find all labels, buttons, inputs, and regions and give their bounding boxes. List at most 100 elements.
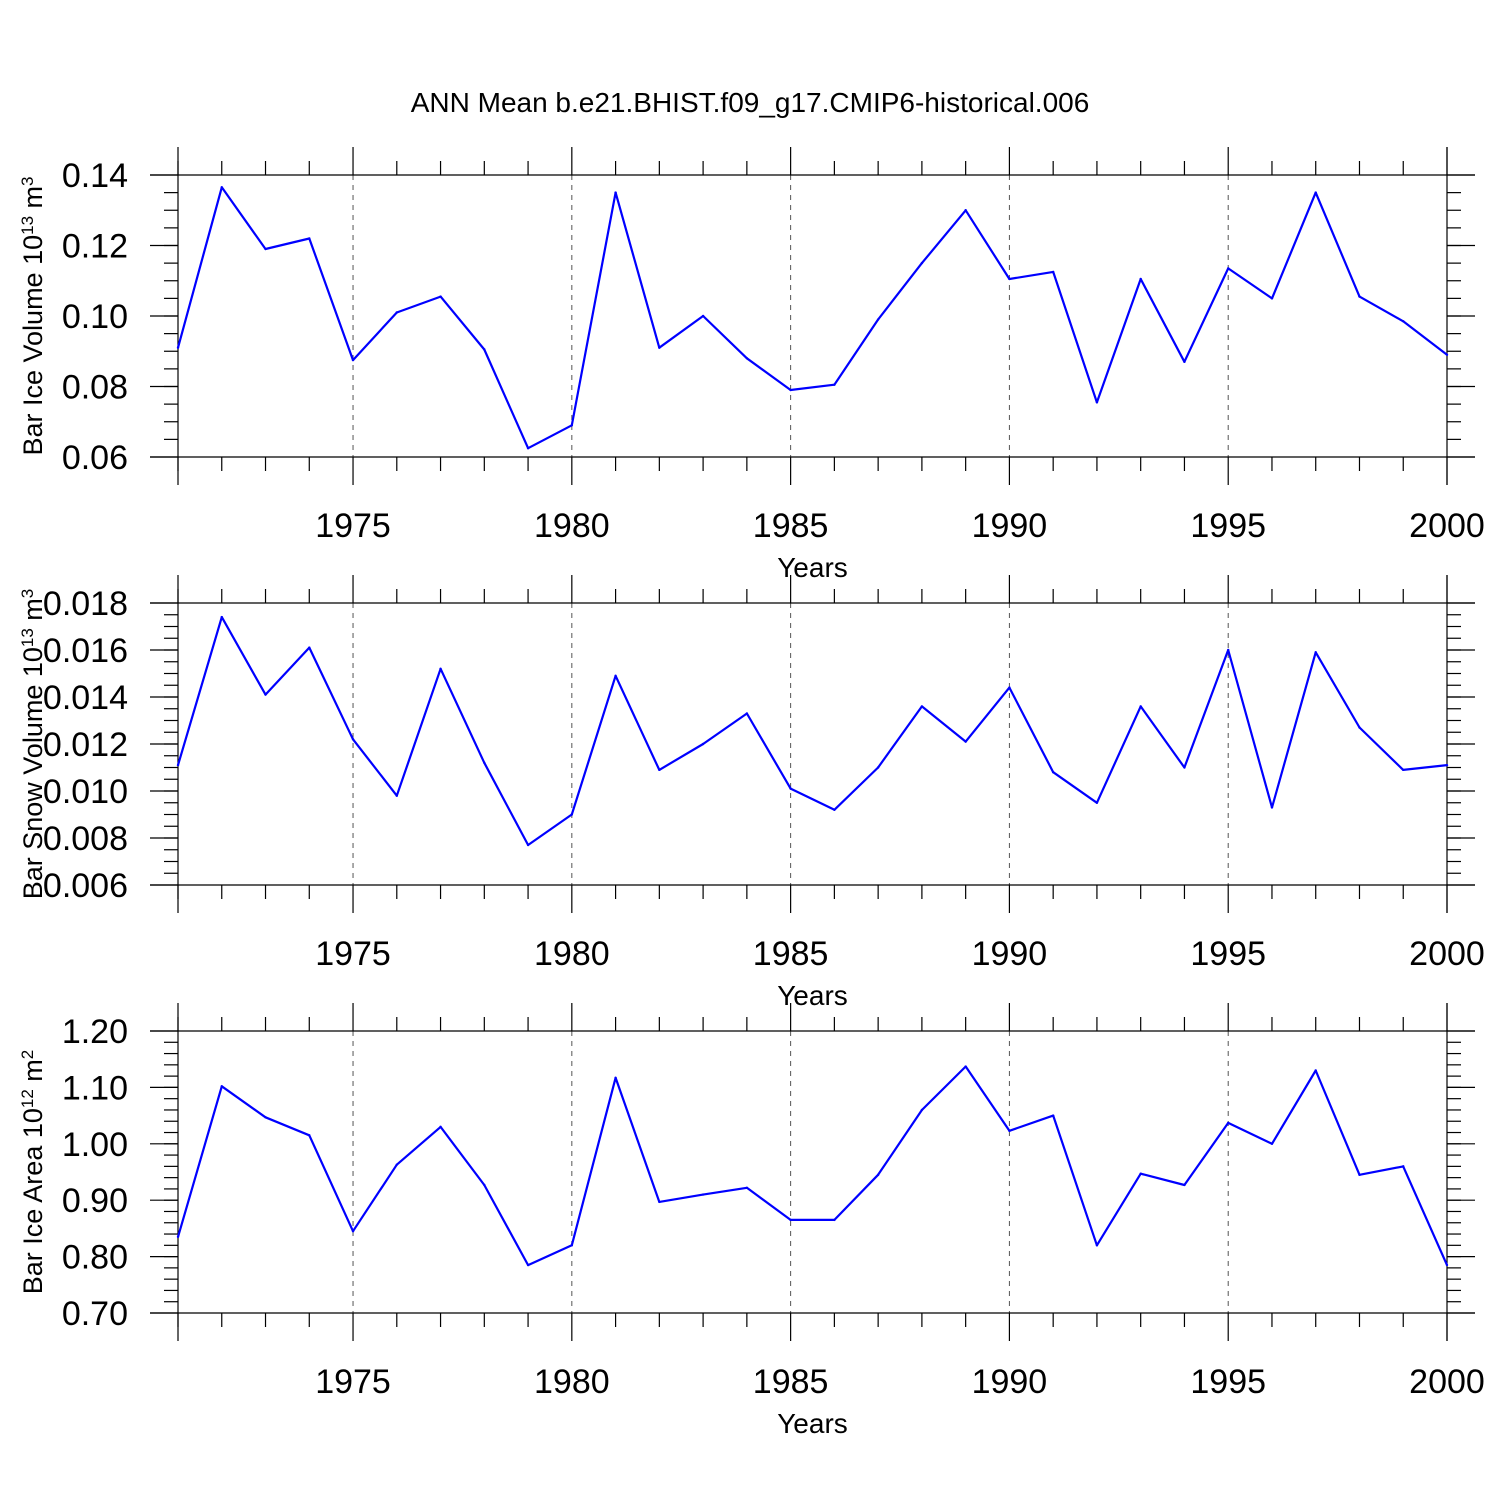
y-axis-label-part: m bbox=[18, 186, 48, 216]
data-point bbox=[570, 1244, 574, 1247]
data-point bbox=[395, 794, 398, 797]
x-axis-label: Years bbox=[777, 1408, 848, 1439]
data-point bbox=[570, 813, 574, 816]
data-point bbox=[176, 763, 180, 767]
data-point bbox=[176, 346, 180, 349]
x-axis-label: Years bbox=[777, 980, 848, 1011]
data-point bbox=[833, 808, 836, 811]
data-point bbox=[1445, 763, 1449, 767]
data-point bbox=[439, 1125, 442, 1129]
x-tick-label: 1990 bbox=[972, 1363, 1048, 1401]
x-tick-label: 1995 bbox=[1190, 935, 1266, 973]
data-point bbox=[745, 357, 749, 360]
y-tick-label: 0.06 bbox=[62, 439, 128, 477]
data-point bbox=[308, 1134, 311, 1137]
y-tick-label: 0.010 bbox=[43, 773, 128, 811]
data-point bbox=[964, 209, 967, 212]
data-point bbox=[526, 446, 530, 450]
series-line bbox=[176, 186, 1448, 450]
data-point bbox=[1095, 801, 1099, 804]
y-tick-label: 0.016 bbox=[43, 632, 128, 670]
data-point bbox=[351, 738, 355, 741]
data-point bbox=[483, 1183, 486, 1187]
data-point bbox=[1270, 1142, 1274, 1146]
chart-title: ANN Mean b.e21.BHIST.f09_g17.CMIP6-histo… bbox=[411, 87, 1090, 118]
data-point bbox=[439, 667, 442, 670]
x-tick-label: 2000 bbox=[1409, 1363, 1485, 1401]
data-point bbox=[439, 295, 442, 298]
x-tick-label: 2000 bbox=[1409, 935, 1485, 973]
data-point bbox=[964, 740, 967, 743]
data-point bbox=[1008, 686, 1011, 689]
y-axis-label: Bar Snow Volume 1013 m3 bbox=[18, 589, 49, 900]
y-axis-label-part: m bbox=[18, 598, 48, 628]
data-point bbox=[1008, 1129, 1011, 1133]
data-point bbox=[570, 424, 574, 427]
data-point bbox=[483, 348, 486, 351]
data-point bbox=[1139, 705, 1142, 708]
data-point bbox=[701, 1193, 705, 1196]
data-point bbox=[308, 237, 311, 240]
y-axis-label: Bar Ice Volume 1013 m3 bbox=[18, 176, 49, 455]
data-point bbox=[1314, 1069, 1317, 1072]
y-tick-label: 1.00 bbox=[62, 1126, 128, 1164]
y-tick-label: 0.014 bbox=[43, 679, 128, 717]
y-axis-label: Bar Ice Area 1012 m2 bbox=[18, 1050, 49, 1295]
y-axis-label-superscript: 12 bbox=[18, 1089, 37, 1108]
data-point bbox=[1183, 1183, 1186, 1187]
x-tick-label: 1980 bbox=[534, 1363, 610, 1401]
data-point bbox=[1051, 270, 1055, 274]
y-axis-label-superscript: 3 bbox=[18, 176, 37, 185]
data-point bbox=[789, 388, 792, 392]
y-tick-label: 0.10 bbox=[62, 298, 128, 336]
data-point bbox=[526, 843, 530, 847]
x-tick-label: 1985 bbox=[753, 1363, 829, 1401]
data-point bbox=[1227, 1121, 1230, 1125]
y-tick-label: 0.012 bbox=[43, 726, 128, 764]
y-tick-label: 0.90 bbox=[62, 1182, 128, 1220]
data-point bbox=[1270, 297, 1274, 300]
y-tick-label: 0.006 bbox=[43, 867, 128, 905]
y-axis-label-part: m bbox=[18, 1059, 48, 1089]
x-axis-label: Years bbox=[777, 552, 848, 583]
x-tick-label: 1985 bbox=[753, 507, 829, 545]
x-tick-label: 1995 bbox=[1190, 507, 1266, 545]
data-point bbox=[1183, 360, 1186, 364]
x-tick-label: 1975 bbox=[315, 935, 391, 973]
x-tick-label: 1995 bbox=[1190, 1363, 1266, 1401]
x-tick-label: 1990 bbox=[972, 507, 1048, 545]
y-tick-label: 0.14 bbox=[62, 157, 128, 195]
data-point bbox=[1445, 1263, 1449, 1267]
x-tick-label: 1980 bbox=[534, 935, 610, 973]
data-point bbox=[920, 261, 924, 265]
data-point bbox=[176, 1235, 180, 1239]
data-point bbox=[220, 1085, 223, 1088]
data-point bbox=[220, 186, 223, 189]
x-tick-label: 1980 bbox=[534, 507, 610, 545]
data-point bbox=[658, 768, 661, 772]
chart-panel-2: 0.006 0.008 0.010 0.012 0.014 0.016 0.018 1975 1… bbox=[18, 575, 1485, 1011]
chart-panel-1: 0.06 0.08 0.10 0.12 0.14 1975 1980 1985 1990 1995… bbox=[18, 147, 1485, 583]
series-line bbox=[176, 1065, 1449, 1267]
data-point bbox=[1183, 766, 1186, 769]
data-point bbox=[614, 191, 617, 194]
data-point bbox=[964, 1065, 967, 1068]
data-point bbox=[1402, 1165, 1405, 1168]
data-point bbox=[526, 1263, 530, 1267]
y-axis-label-superscript: 13 bbox=[18, 216, 37, 235]
data-point bbox=[614, 1076, 617, 1080]
data-point bbox=[1358, 295, 1361, 298]
y-tick-label: 0.80 bbox=[62, 1239, 128, 1277]
data-point bbox=[658, 346, 661, 349]
data-point bbox=[1402, 320, 1405, 323]
data-point bbox=[1314, 651, 1317, 654]
data-point bbox=[220, 615, 223, 619]
data-point bbox=[483, 761, 486, 764]
data-point bbox=[1227, 267, 1230, 270]
y-tick-label: 1.20 bbox=[62, 1013, 128, 1051]
data-point bbox=[395, 311, 398, 314]
data-point bbox=[1358, 1173, 1361, 1177]
data-point bbox=[789, 1218, 792, 1222]
data-point bbox=[264, 693, 267, 696]
data-point bbox=[789, 787, 792, 790]
